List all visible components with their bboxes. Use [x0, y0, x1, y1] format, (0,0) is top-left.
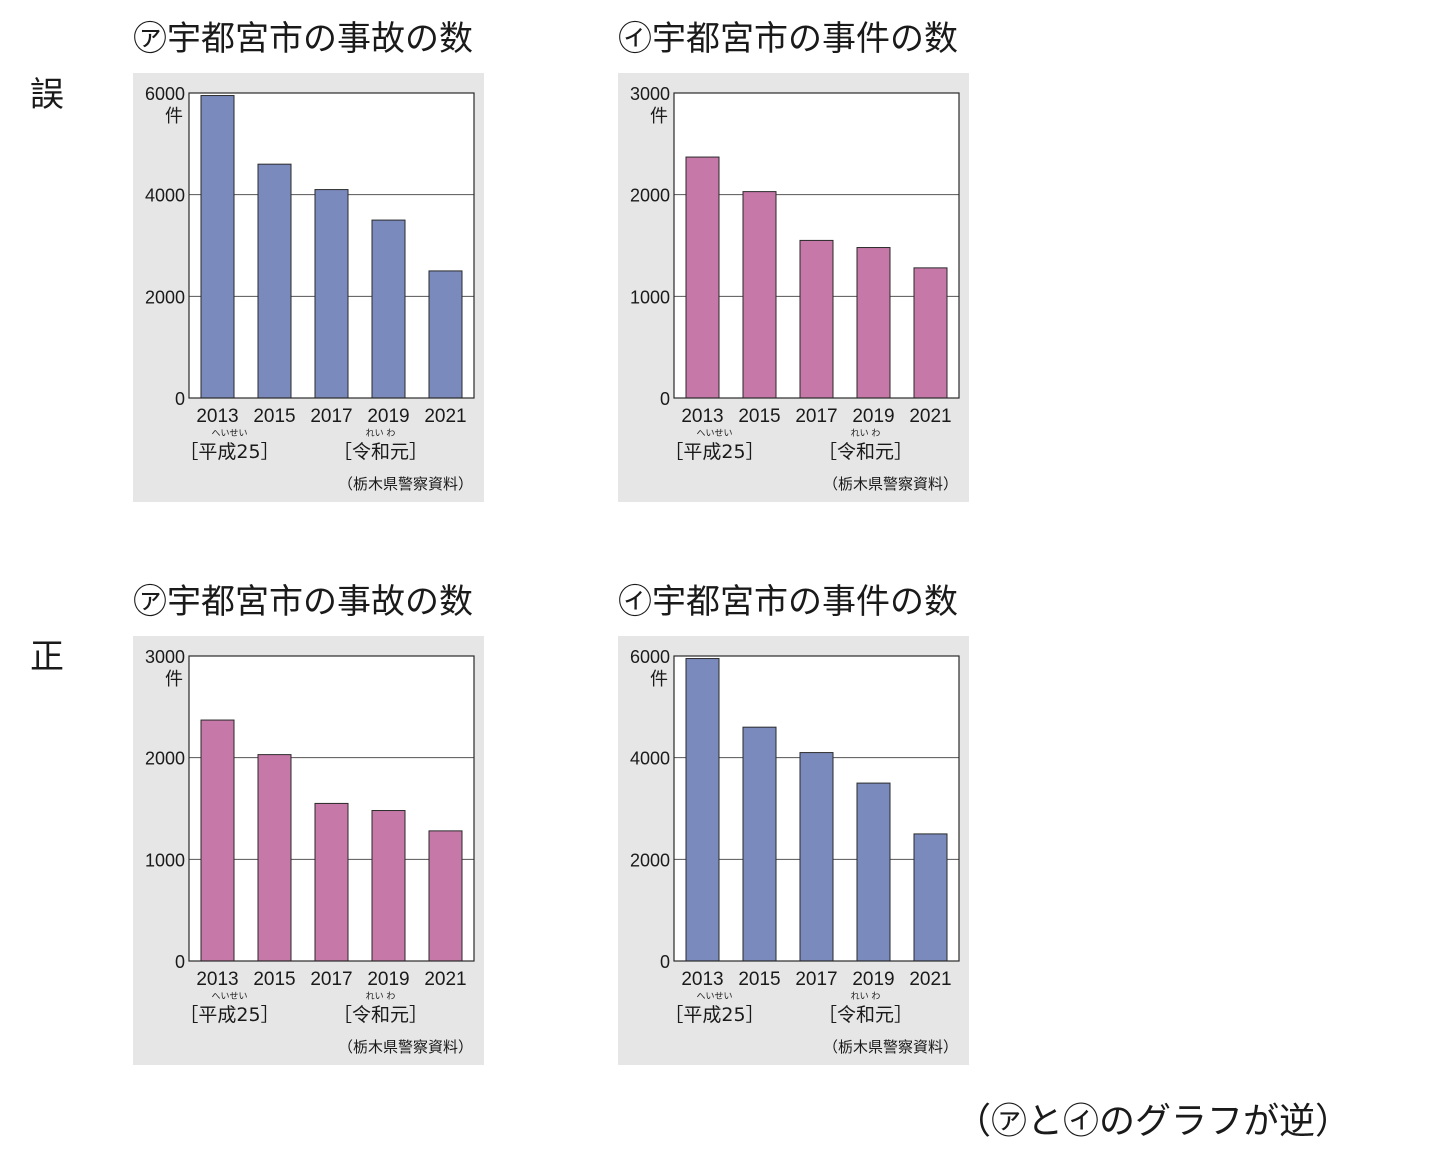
- era-ruby-reiwa: れい わ: [851, 991, 881, 1002]
- chart-title: ㋑宇都宮市の事件の数: [618, 582, 958, 622]
- era-ruby-heisei: へいせい: [211, 991, 247, 1002]
- y-axis-label: 件: [650, 106, 668, 127]
- y-tick-label: 6000: [630, 647, 670, 667]
- x-tick-label: 2019: [852, 406, 894, 427]
- era-ruby-reiwa: れい わ: [366, 991, 396, 1002]
- y-tick-label: 2000: [630, 186, 670, 206]
- source-note: （栃木県警察資料）: [823, 475, 958, 493]
- x-tick-label: 2021: [424, 969, 466, 990]
- source-note: （栃木県警察資料）: [338, 1038, 473, 1056]
- x-tick-label: 2021: [909, 969, 951, 990]
- x-tick-label: 2017: [310, 969, 352, 990]
- chart-title: ㋐宇都宮市の事故の数: [133, 19, 473, 59]
- bar-2021: [913, 833, 948, 962]
- bar-2017: [314, 802, 349, 962]
- x-tick-label: 2017: [310, 406, 352, 427]
- y-tick-label: 0: [175, 952, 185, 972]
- era-ruby-reiwa: れい わ: [851, 428, 881, 439]
- y-tick-label: 0: [660, 952, 670, 972]
- plot-frame: [188, 655, 475, 962]
- y-axis-label: 件: [165, 106, 183, 127]
- x-tick-label: 2019: [367, 406, 409, 427]
- source-note: （栃木県警察資料）: [823, 1038, 958, 1056]
- bar-2015: [257, 754, 292, 962]
- chart-panel: 0 1000 2000 3000 件 2013 2015 2017 2019 2021 へいせい ［平…: [133, 636, 484, 1065]
- footnote: （㋐と㋑のグラフが逆）: [955, 1101, 1352, 1142]
- plot-frame: [673, 655, 960, 962]
- y-tick-label: 0: [175, 389, 185, 409]
- bar-2017: [314, 189, 349, 399]
- era-label-heisei: ［平成25］: [664, 441, 764, 463]
- bar-2019: [371, 810, 406, 962]
- chart-panel: 0 1000 2000 3000 件 2013 2015 2017 2019 2021 へいせい ［平…: [618, 73, 969, 502]
- chart-panel: 0 2000 4000 6000 件 2013 2015 2017 2019 2021 へいせい ［平…: [133, 73, 484, 502]
- row-label-correct: 正: [30, 637, 64, 677]
- x-tick-label: 2015: [253, 406, 295, 427]
- bar-2019: [856, 782, 891, 962]
- chart-title: ㋑宇都宮市の事件の数: [618, 19, 958, 59]
- x-tick-label: 2021: [424, 406, 466, 427]
- era-label-reiwa: ［令和元］: [818, 441, 913, 463]
- x-tick-label: 2013: [681, 969, 723, 990]
- bar-2017: [799, 752, 834, 962]
- x-tick-label: 2013: [681, 406, 723, 427]
- x-tick-label: 2021: [909, 406, 951, 427]
- era-label-reiwa: ［令和元］: [333, 441, 428, 463]
- y-tick-label: 4000: [630, 749, 670, 769]
- era-label-heisei: ［平成25］: [664, 1004, 764, 1026]
- bar-2013: [200, 95, 235, 399]
- y-tick-label: 0: [660, 389, 670, 409]
- y-tick-label: 1000: [145, 850, 185, 870]
- chart-title: ㋐宇都宮市の事故の数: [133, 582, 473, 622]
- bar-2021: [428, 270, 463, 399]
- bar-2015: [742, 726, 777, 962]
- era-ruby-heisei: へいせい: [696, 428, 732, 439]
- x-tick-label: 2019: [367, 969, 409, 990]
- plot-frame: [673, 92, 960, 399]
- plot-frame: [188, 92, 475, 399]
- bar-2021: [913, 267, 948, 399]
- bar-2015: [257, 163, 292, 399]
- era-ruby-heisei: へいせい: [696, 991, 732, 1002]
- y-tick-label: 2000: [630, 850, 670, 870]
- x-tick-label: 2015: [738, 969, 780, 990]
- bar-2013: [685, 156, 720, 399]
- x-tick-label: 2013: [196, 406, 238, 427]
- y-axis-label: 件: [650, 669, 668, 690]
- source-note: （栃木県警察資料）: [338, 475, 473, 493]
- era-ruby-reiwa: れい わ: [366, 428, 396, 439]
- y-tick-label: 4000: [145, 186, 185, 206]
- y-tick-label: 6000: [145, 84, 185, 104]
- y-axis-label: 件: [165, 669, 183, 690]
- x-tick-label: 2015: [738, 406, 780, 427]
- x-tick-label: 2019: [852, 969, 894, 990]
- x-tick-label: 2015: [253, 969, 295, 990]
- y-tick-label: 3000: [630, 84, 670, 104]
- era-label-reiwa: ［令和元］: [333, 1004, 428, 1026]
- row-label-wrong: 誤: [30, 75, 64, 115]
- era-label-heisei: ［平成25］: [179, 441, 279, 463]
- x-tick-label: 2013: [196, 969, 238, 990]
- bar-2015: [742, 191, 777, 399]
- chart-panel: 0 2000 4000 6000 件 2013 2015 2017 2019 2021 へいせい ［平…: [618, 636, 969, 1065]
- era-label-reiwa: ［令和元］: [818, 1004, 913, 1026]
- bar-2019: [856, 247, 891, 399]
- bar-2013: [200, 719, 235, 962]
- y-tick-label: 1000: [630, 287, 670, 307]
- x-tick-label: 2017: [795, 969, 837, 990]
- bar-2021: [428, 830, 463, 962]
- y-tick-label: 2000: [145, 749, 185, 769]
- y-tick-label: 2000: [145, 287, 185, 307]
- bar-2017: [799, 239, 834, 399]
- x-tick-label: 2017: [795, 406, 837, 427]
- era-ruby-heisei: へいせい: [211, 428, 247, 439]
- era-label-heisei: ［平成25］: [179, 1004, 279, 1026]
- y-tick-label: 3000: [145, 647, 185, 667]
- bar-2019: [371, 219, 406, 399]
- bar-2013: [685, 658, 720, 962]
